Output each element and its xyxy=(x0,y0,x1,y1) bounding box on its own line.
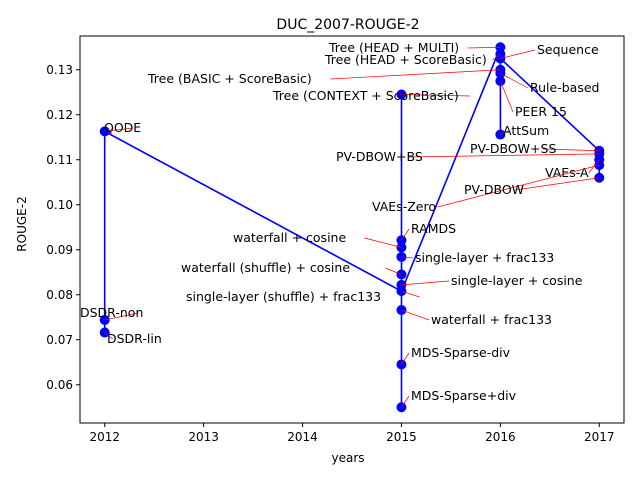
point-label: Sequence xyxy=(537,42,599,57)
x-tick-label: 2014 xyxy=(287,430,318,444)
y-tick-label: 0.12 xyxy=(46,108,73,122)
point-label: VAEs-Zero xyxy=(372,199,436,214)
annotation-arrow xyxy=(401,280,450,286)
y-tick-label: 0.10 xyxy=(46,198,73,212)
y-tick-label: 0.07 xyxy=(46,333,73,347)
annotation-arrow xyxy=(515,177,600,191)
x-tick-label: 2017 xyxy=(584,430,615,444)
x-tick-label: 2013 xyxy=(188,430,219,444)
point-label: Rule-based xyxy=(530,80,599,95)
annotation-arrow xyxy=(401,94,471,97)
x-tick-label: 2016 xyxy=(485,430,516,444)
plot-border xyxy=(79,35,625,424)
point-label: QODE xyxy=(104,120,141,135)
annotation-arrow xyxy=(104,332,113,340)
annotation-arrow xyxy=(408,153,600,158)
annotation-group: QODE DSDR-non DSDR-lin Tree (CONTEXT + Scor… xyxy=(80,40,600,408)
point-label: Tree (BASIC + ScoreBasic) xyxy=(147,71,312,86)
point-label: single-layer + frac133 xyxy=(415,250,554,265)
y-tick-label: 0.08 xyxy=(46,288,73,302)
y-tick-label: 0.13 xyxy=(46,63,73,77)
point-label: waterfall (shuffle) + cosine xyxy=(181,260,350,275)
annotation-arrow xyxy=(500,73,529,89)
point-label: AttSum xyxy=(503,123,549,138)
point-label: MDS-Sparse-div xyxy=(411,345,511,360)
point-label: single-layer + cosine xyxy=(451,273,583,288)
y-tick-label: 0.09 xyxy=(46,243,73,257)
y-tick-label: 0.06 xyxy=(46,378,73,392)
y-tick-label: 0.11 xyxy=(46,153,73,167)
annotation-arrow xyxy=(500,49,536,59)
point-label: MDS-Sparse+div xyxy=(411,388,517,403)
point-label: PV-DBOW+BS xyxy=(336,149,423,164)
point-label: PEER 15 xyxy=(515,104,567,119)
annotation-arrow xyxy=(401,395,410,408)
annotation-arrow xyxy=(401,352,410,365)
chart-title: DUC_2007-ROUGE-2 xyxy=(276,17,419,33)
annotation-arrow xyxy=(401,309,430,321)
annotation-arrow xyxy=(500,80,514,113)
plot-frame xyxy=(79,35,625,424)
annotation-arrow xyxy=(542,148,600,152)
point-label: waterfall + frac133 xyxy=(431,312,552,327)
point-label: single-layer (shuffle) + frac133 xyxy=(186,289,381,304)
annotation-arrow xyxy=(467,46,501,49)
x-tick-label: 2015 xyxy=(386,430,417,444)
point-label: DSDR-lin xyxy=(107,331,162,346)
annotation-arrow xyxy=(385,267,402,275)
point-label: DSDR-non xyxy=(80,305,143,320)
y-axis-label: ROUGE-2 xyxy=(15,196,29,251)
point-label: waterfall + cosine xyxy=(233,230,346,245)
point-label: Tree (HEAD + MULTI) xyxy=(328,40,459,55)
annotation-arrow xyxy=(364,237,402,248)
annotation-arrow xyxy=(330,69,501,80)
annotation-arrow xyxy=(104,312,139,321)
point-label: Tree (CONTEXT + ScoreBasic) xyxy=(272,88,459,103)
annotation-arrow xyxy=(492,53,501,61)
annotation-arrow xyxy=(437,164,600,208)
x-axis-label: years xyxy=(331,451,364,465)
annotation-arrow xyxy=(401,290,420,298)
point-label: Tree (HEAD + ScoreBasic) xyxy=(324,52,487,67)
point-label: PV-DBOW+SS xyxy=(470,141,556,156)
annotation-arrow xyxy=(401,256,414,259)
annotation-arrow xyxy=(500,130,509,135)
x-tick-label: 2012 xyxy=(89,430,120,444)
point-label: RAMDS xyxy=(411,221,456,236)
point-label: PV-DBOW xyxy=(464,182,524,197)
axis-ticks: 2012 2013 2014 2015 2016 2017 0.06 0.07 0.08 0.09… xyxy=(46,63,614,444)
annotation-arrow xyxy=(401,228,410,241)
annotation-arrow xyxy=(104,127,134,132)
